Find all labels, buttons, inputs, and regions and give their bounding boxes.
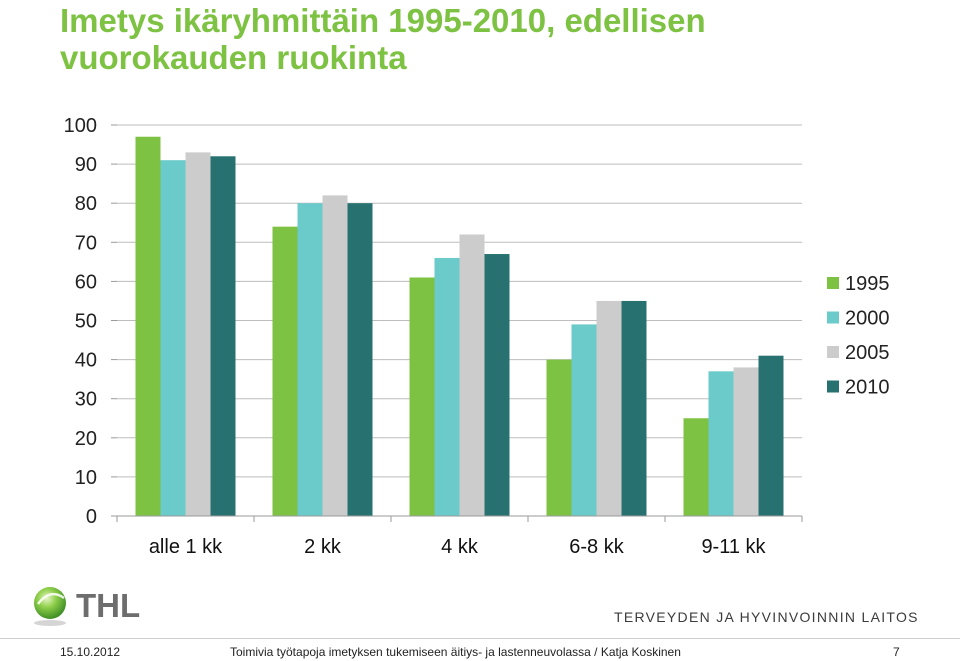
logo-text: THL <box>76 587 140 624</box>
y-tick-label-70: 70 <box>75 232 97 254</box>
legend: 1995 2000 2005 2010 <box>827 273 890 399</box>
bar-2010-1 <box>210 156 236 516</box>
x-tick-label-2: 2 kk <box>304 536 342 558</box>
legend-swatch-2010 <box>827 380 839 393</box>
legend-swatch-1995 <box>827 277 839 289</box>
legend-label-2010: 2010 <box>845 377 890 399</box>
x-tick-label-5: 9-11 kk <box>701 536 766 558</box>
x-axis-labels: alle 1 kk 2 kk 4 kk 6-8 kk 9-11 kk <box>149 536 767 558</box>
legend-swatch-2000 <box>827 311 839 324</box>
x-tick-label-3: 4 kk <box>441 536 479 558</box>
y-tick-label-50: 50 <box>75 311 97 333</box>
legend-swatch-2005 <box>827 346 839 358</box>
bar-2000-4 <box>571 324 597 516</box>
chart-title: Imetys ikäryhmittäin 1995-2010, edellise… <box>60 2 706 76</box>
organization-name: TERVEYDEN JA HYVINVOINNIN LAITOS <box>614 609 919 625</box>
legend-label-1995: 1995 <box>845 273 890 295</box>
y-tick-label-20: 20 <box>75 428 97 450</box>
bar-2000-1 <box>160 160 186 516</box>
bar-2005-2 <box>322 195 348 516</box>
bar-1995-2 <box>272 226 298 516</box>
footer-divider <box>0 638 960 639</box>
footer-date: 15.10.2012 <box>60 645 121 659</box>
bar-2010-3 <box>484 254 510 516</box>
thl-logo: THL <box>34 587 140 626</box>
y-tick-label-10: 10 <box>75 467 97 489</box>
y-tick-label-80: 80 <box>75 193 97 215</box>
y-tick-label-100: 100 <box>64 115 97 137</box>
x-tick-label-1: alle 1 kk <box>149 536 223 558</box>
y-tick-label-30: 30 <box>75 389 97 411</box>
page-number: 7 <box>893 645 900 659</box>
bar-2005-4 <box>596 300 622 516</box>
bar-2005-3 <box>459 234 485 517</box>
x-axis <box>116 515 803 522</box>
bar-2010-2 <box>347 203 373 516</box>
bar-2000-5 <box>708 371 734 516</box>
bar-2000-3 <box>434 257 460 516</box>
legend-label-2000: 2000 <box>845 308 890 330</box>
bar-2005-1 <box>185 152 211 516</box>
bar-1995-5 <box>683 418 709 516</box>
y-tick-label-40: 40 <box>75 350 97 372</box>
x-tick-label-4: 6-8 kk <box>569 536 624 558</box>
footer-text: Toimivia työtapoja imetyksen tukemiseen … <box>230 645 681 659</box>
bar-2005-5 <box>733 367 759 516</box>
bar-2010-5 <box>758 355 784 516</box>
bar-2000-2 <box>297 203 323 516</box>
legend-label-2005: 2005 <box>845 342 890 364</box>
y-axis-ticks: 0 10 20 30 40 50 60 70 80 90 100 <box>64 115 117 528</box>
bar-chart: 0 10 20 30 40 50 60 70 80 90 100 alle 1 kk 2 kk 4 kk… <box>64 115 890 558</box>
bars <box>135 136 784 517</box>
bar-2010-4 <box>621 300 647 516</box>
y-tick-label-0: 0 <box>86 506 97 528</box>
y-tick-label-60: 60 <box>75 271 97 293</box>
bar-1995-1 <box>135 136 161 517</box>
y-tick-label-90: 90 <box>75 154 97 176</box>
bar-1995-3 <box>409 277 435 516</box>
bar-1995-4 <box>546 359 572 516</box>
